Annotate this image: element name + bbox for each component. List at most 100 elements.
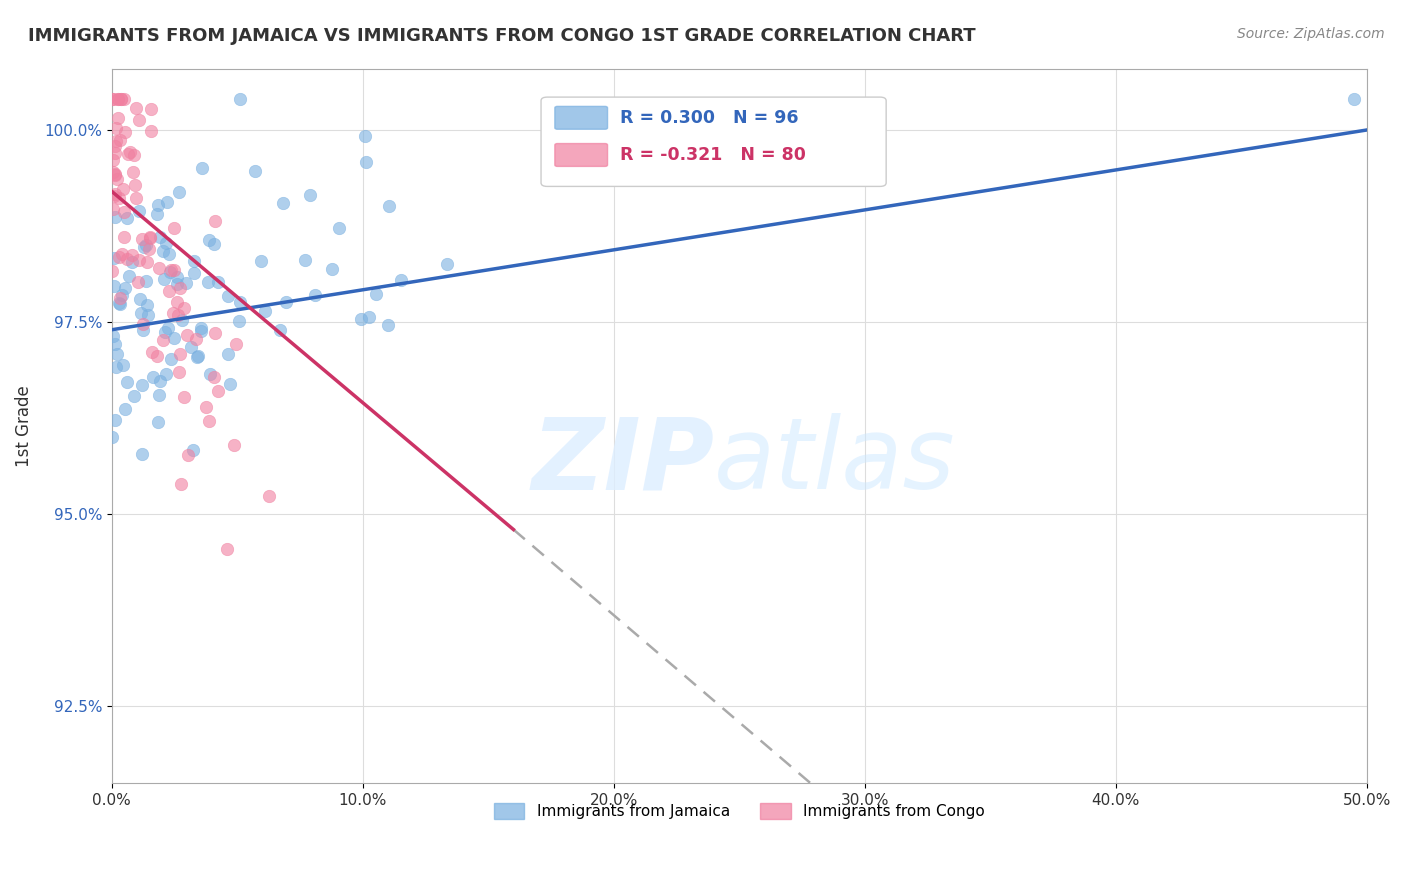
Point (128, 204, 150, 219)
Point (131, 447, 153, 461)
Point (135, 274, 157, 288)
Point (107, 111, 129, 125)
Point (169, 347, 191, 361)
Point (131, 231, 153, 245)
Point (176, 276, 198, 290)
Point (224, 437, 246, 451)
Point (112, 92, 135, 106)
Point (141, 344, 163, 359)
Point (125, 191, 148, 205)
Point (105, 347, 128, 361)
Point (125, 101, 148, 115)
Point (146, 416, 169, 430)
Point (167, 185, 190, 199)
Point (104, 211, 127, 225)
Point (108, 251, 131, 265)
Point (152, 244, 174, 258)
Point (112, 205, 135, 219)
Point (215, 542, 238, 557)
Point (118, 269, 141, 284)
Legend: Immigrants from Jamaica, Immigrants from Congo: Immigrants from Jamaica, Immigrants from… (488, 797, 991, 825)
Point (183, 253, 205, 268)
Point (204, 213, 226, 227)
Text: atlas: atlas (714, 413, 956, 510)
Point (354, 154, 377, 169)
Point (274, 294, 297, 309)
Point (103, 252, 125, 266)
Point (108, 133, 131, 147)
Point (132, 318, 155, 332)
Point (132, 323, 155, 337)
FancyBboxPatch shape (555, 144, 607, 167)
Point (152, 334, 174, 348)
Point (173, 390, 195, 404)
Point (155, 367, 177, 381)
Point (166, 309, 188, 323)
Point (163, 262, 186, 277)
Point (190, 324, 212, 338)
Point (124, 178, 146, 192)
Point (217, 289, 239, 303)
Point (169, 281, 191, 295)
Point (166, 295, 188, 310)
Point (121, 247, 143, 261)
Point (225, 336, 247, 351)
Point (101, 329, 124, 343)
Point (172, 313, 194, 327)
Point (117, 147, 139, 161)
Point (321, 261, 343, 276)
Point (111, 287, 134, 301)
Point (157, 246, 180, 260)
Point (204, 326, 226, 340)
Point (101, 429, 124, 443)
Point (173, 301, 195, 315)
Point (160, 352, 183, 367)
Point (120, 145, 142, 159)
Point (128, 112, 150, 127)
Point (229, 92, 252, 106)
Point (115, 211, 138, 225)
Point (187, 349, 209, 363)
Point (181, 442, 204, 457)
Point (129, 306, 152, 320)
Point (101, 153, 124, 167)
Point (155, 236, 177, 251)
Point (243, 163, 266, 178)
Point (350, 312, 373, 326)
Point (111, 358, 134, 372)
Point (107, 171, 129, 186)
Point (139, 124, 162, 138)
Point (121, 164, 143, 178)
Point (105, 121, 128, 136)
Point (107, 92, 129, 106)
Point (148, 260, 170, 275)
Point (139, 230, 162, 244)
Point (142, 369, 165, 384)
Point (104, 168, 127, 182)
Point (104, 187, 127, 202)
Point (198, 233, 221, 247)
Point (105, 134, 128, 148)
Point (249, 253, 271, 268)
Text: R = 0.300   N = 96: R = 0.300 N = 96 (620, 109, 799, 127)
Point (104, 138, 127, 153)
Point (101, 92, 124, 106)
Point (191, 161, 214, 175)
Point (101, 202, 124, 216)
Point (103, 278, 125, 293)
Point (159, 265, 181, 279)
Point (146, 206, 169, 220)
Point (271, 195, 294, 210)
Point (156, 194, 179, 209)
Point (180, 340, 202, 354)
Point (112, 230, 135, 244)
Point (184, 332, 207, 346)
Point (135, 298, 157, 312)
Point (167, 365, 190, 379)
Text: IMMIGRANTS FROM JAMAICA VS IMMIGRANTS FROM CONGO 1ST GRADE CORRELATION CHART: IMMIGRANTS FROM JAMAICA VS IMMIGRANTS FR… (28, 27, 976, 45)
Point (110, 92, 132, 106)
Point (136, 255, 159, 269)
Point (135, 238, 157, 252)
Point (153, 325, 176, 339)
Point (198, 367, 221, 381)
